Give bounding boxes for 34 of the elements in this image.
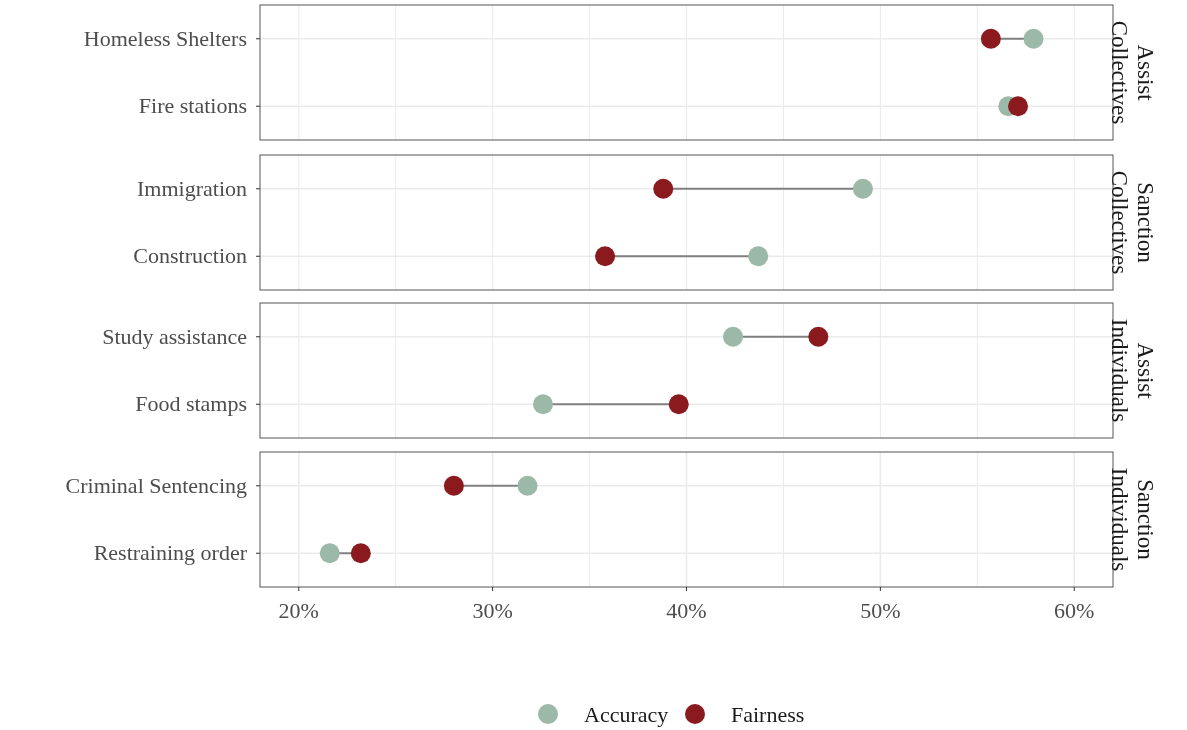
y-tick-label: Construction [133,243,247,269]
point [808,326,829,347]
point [723,326,744,347]
point [980,28,1001,49]
x-tick-label: 50% [860,598,901,623]
x-tick-label: 40% [666,598,707,623]
y-tick-label: Fire stations [138,93,247,119]
point [1008,96,1029,117]
y-tick-label: Immigration [137,175,247,201]
text: Sanction Individuals [1107,467,1158,572]
legend-label: Fairness [731,702,805,727]
y-tick-label: Criminal Sentencing [65,472,247,498]
text: Sanction Collectives [1107,170,1158,275]
point [653,178,674,199]
point [319,543,340,564]
point [595,246,616,267]
point [1023,28,1044,49]
y-tick-label: Restraining order [93,540,248,566]
x-tick-label: 30% [472,598,513,623]
point [443,475,464,496]
point [517,475,538,496]
point [852,178,873,199]
text: Assist Individuals [1107,318,1158,423]
point [533,394,554,415]
x-tick-label: 60% [1054,598,1095,623]
y-tick-label: Study assistance [102,323,247,349]
y-tick-label: Homeless Shelters [83,25,247,51]
y-tick-label: Food stamps [135,391,247,417]
legend-label: Accuracy [584,702,669,727]
point [350,543,371,564]
text: Assist Collectives [1107,20,1158,125]
point [748,246,769,267]
point [668,394,689,415]
x-tick-label: 20% [278,598,319,623]
